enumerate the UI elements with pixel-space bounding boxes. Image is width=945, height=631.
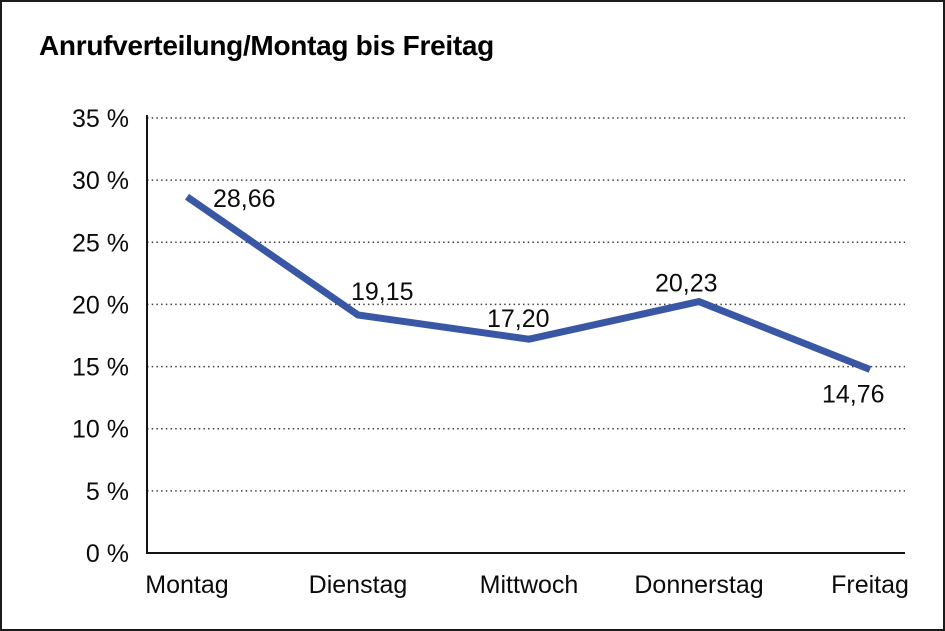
x-category-label: Dienstag: [309, 571, 408, 599]
data-point-label: 17,20: [487, 305, 550, 333]
y-tick-label: 35 %: [72, 105, 129, 133]
y-tick-label: 10 %: [72, 416, 129, 444]
y-tick-label: 25 %: [72, 229, 129, 257]
y-tick-label: 20 %: [72, 291, 129, 319]
x-category-label: Montag: [145, 571, 228, 599]
data-point-label: 20,23: [655, 270, 718, 298]
data-point-label: 14,76: [822, 381, 885, 409]
x-category-label: Mittwoch: [480, 571, 579, 599]
y-tick-label: 15 %: [72, 354, 129, 382]
chart-title: Anrufverteilung/Montag bis Freitag: [39, 30, 494, 61]
x-category-label: Donnerstag: [634, 571, 763, 599]
y-tick-label: 0 %: [86, 540, 129, 568]
data-point-label: 28,66: [213, 185, 276, 213]
x-category-label: Freitag: [831, 571, 909, 599]
y-tick-label: 30 %: [72, 167, 129, 195]
series-line: [185, 193, 872, 373]
data-point-label: 19,15: [351, 278, 414, 306]
y-tick-label: 5 %: [86, 478, 129, 506]
